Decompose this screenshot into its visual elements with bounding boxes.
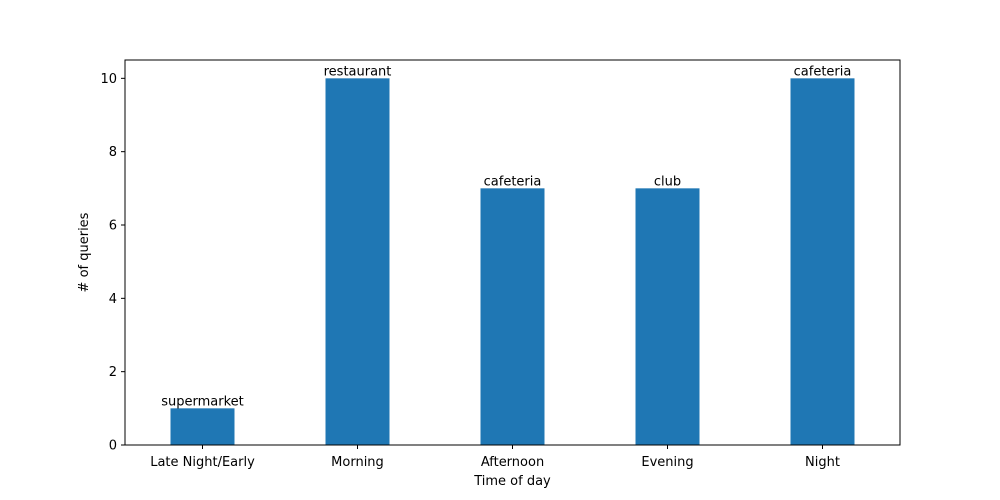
- x-tick-label-1: Morning: [331, 455, 384, 470]
- bar-3: [635, 188, 700, 446]
- bar-labels-layer: supermarket restaurant cafeteria club cafete…: [161, 64, 851, 409]
- bar-label-3: club: [654, 174, 681, 189]
- y-axis-ticks: 0 2 4 6 8 10: [100, 72, 125, 454]
- y-axis-label: # of queries: [77, 212, 92, 292]
- bar-2: [480, 188, 545, 446]
- y-tick-label-0: 0: [109, 439, 117, 454]
- y-tick-label-5: 10: [100, 72, 117, 87]
- bar-4: [790, 78, 855, 445]
- y-tick-label-2: 4: [109, 292, 117, 307]
- bar-1: [325, 78, 390, 445]
- x-axis-label: Time of day: [473, 474, 551, 489]
- bar-label-0: supermarket: [161, 394, 244, 409]
- y-tick-label-1: 2: [109, 365, 117, 380]
- x-tick-label-2: Afternoon: [481, 455, 544, 470]
- bar-label-4: cafeteria: [794, 64, 852, 79]
- x-tick-label-3: Evening: [641, 455, 693, 470]
- bar-0: [170, 408, 235, 445]
- x-tick-label-0: Late Night/Early: [150, 455, 255, 470]
- y-tick-label-3: 6: [109, 219, 117, 234]
- bar-label-1: restaurant: [324, 64, 392, 79]
- bar-label-2: cafeteria: [484, 174, 542, 189]
- y-tick-label-4: 8: [109, 145, 117, 160]
- x-tick-label-4: Night: [805, 455, 840, 470]
- x-axis-ticks: Late Night/Early Morning Afternoon Evening N…: [150, 445, 840, 470]
- bars-layer: [170, 78, 855, 446]
